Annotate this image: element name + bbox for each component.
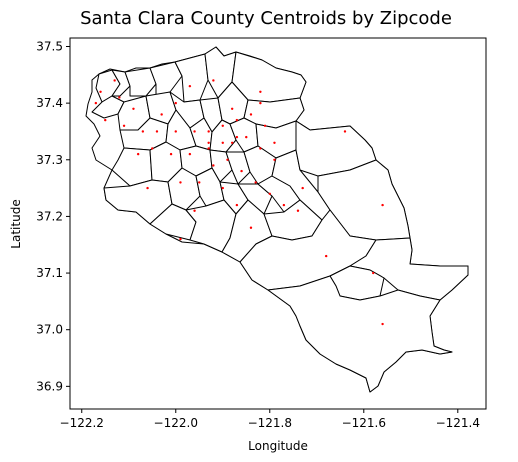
centroid-point bbox=[259, 101, 262, 105]
centroid-point bbox=[254, 181, 257, 184]
y-tick-label: 37.2 bbox=[36, 209, 63, 223]
centroid-point bbox=[104, 118, 107, 122]
y-tick-label: 37.3 bbox=[36, 153, 63, 167]
centroid-point bbox=[118, 96, 121, 99]
centroid-point bbox=[212, 79, 215, 82]
x-axis-label: Longitude bbox=[248, 439, 308, 453]
centroid-point bbox=[179, 237, 182, 241]
centroid-point bbox=[146, 186, 149, 190]
x-axis: −122.2 −122.0 −121.8 −121.6 −121.4 bbox=[60, 409, 480, 430]
centroid-point bbox=[273, 158, 276, 161]
centroid-point bbox=[240, 169, 243, 173]
centroid-point bbox=[136, 152, 140, 156]
centroid-point bbox=[198, 181, 201, 184]
centroid-point bbox=[212, 164, 215, 167]
centroid-point bbox=[324, 254, 328, 258]
centroid-point bbox=[94, 101, 98, 105]
zip-region bbox=[237, 183, 273, 215]
centroid-point bbox=[193, 209, 196, 212]
centroid-point bbox=[207, 147, 210, 150]
centroid-point bbox=[230, 141, 234, 144]
centroid-point bbox=[235, 118, 239, 122]
zip-region bbox=[349, 237, 469, 301]
centroid-point bbox=[174, 130, 177, 133]
x-tick-label: −121.4 bbox=[436, 416, 480, 430]
centroid-point bbox=[207, 141, 210, 144]
centroid-point bbox=[343, 130, 347, 133]
centroid-point bbox=[249, 226, 253, 229]
centroid-point bbox=[296, 209, 300, 212]
centroid-point bbox=[273, 141, 276, 144]
centroid-point bbox=[235, 203, 239, 207]
plot-area bbox=[69, 37, 487, 410]
centroid-point bbox=[221, 124, 224, 127]
x-tick-label: −121.8 bbox=[248, 416, 292, 430]
centroid-point bbox=[259, 90, 262, 94]
centroid-point bbox=[179, 181, 182, 184]
centroid-point bbox=[221, 141, 224, 144]
y-axis: 36.9 37.0 37.1 37.2 37.3 37.4 37.5 bbox=[36, 39, 70, 393]
zip-region bbox=[225, 151, 251, 185]
centroid-point bbox=[193, 130, 196, 133]
centroid-point bbox=[230, 107, 234, 111]
centroid-point bbox=[155, 130, 159, 133]
centroid-point bbox=[259, 147, 262, 150]
centroid-point bbox=[160, 113, 163, 116]
centroid-point bbox=[235, 135, 239, 139]
centroid-point bbox=[221, 186, 224, 190]
centroid-point bbox=[132, 107, 135, 111]
centroid-point bbox=[263, 124, 267, 127]
centroid-point bbox=[226, 158, 229, 161]
centroid-point bbox=[301, 186, 304, 190]
centroid-point bbox=[381, 322, 384, 326]
y-tick-label: 37.1 bbox=[36, 266, 63, 280]
centroid-point bbox=[169, 152, 173, 156]
centroid-point bbox=[151, 147, 154, 150]
x-tick-label: −122.2 bbox=[60, 416, 104, 430]
x-tick-label: −121.6 bbox=[342, 416, 386, 430]
map-title: Santa Clara County Centroids by Zipcode bbox=[80, 8, 452, 29]
centroid-point bbox=[268, 192, 271, 195]
centroid-point bbox=[141, 130, 145, 133]
centroid-point bbox=[207, 130, 210, 133]
zip-region bbox=[103, 179, 173, 225]
centroid-point bbox=[381, 203, 384, 207]
centroid-point bbox=[174, 101, 177, 105]
centroid-point bbox=[99, 90, 102, 94]
y-tick-label: 36.9 bbox=[36, 379, 63, 393]
centroid-point bbox=[113, 79, 116, 82]
y-axis-label: Latitude bbox=[9, 199, 23, 248]
plot-frame bbox=[69, 37, 487, 410]
x-tick-label: −122.0 bbox=[154, 416, 198, 430]
y-tick-label: 37.5 bbox=[36, 39, 63, 53]
centroid-point bbox=[188, 84, 192, 88]
y-tick-label: 37.0 bbox=[36, 323, 63, 337]
y-tick-label: 37.4 bbox=[36, 96, 63, 110]
centroid-point bbox=[188, 152, 192, 156]
centroid-point bbox=[371, 271, 375, 275]
zip-region bbox=[267, 275, 453, 393]
zipcode-boundaries bbox=[85, 46, 469, 393]
centroid-point bbox=[282, 203, 286, 207]
centroid-point bbox=[249, 113, 253, 116]
centroid-point bbox=[122, 124, 126, 127]
centroid-markers bbox=[94, 79, 384, 326]
centroid-point bbox=[245, 135, 248, 139]
